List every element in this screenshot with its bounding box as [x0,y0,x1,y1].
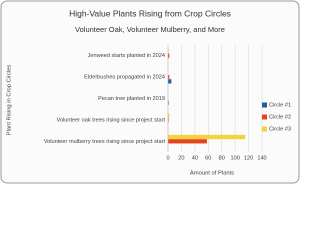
legend-label: Circle #1 [269,102,291,108]
page: {"chart_data": { "type": "hbar", "title"… [0,0,300,184]
x-axis-title: Amount of Plants [190,171,234,177]
x-tick-label: 40 [192,155,198,161]
bar [168,79,172,84]
x-tick-label: 100 [230,155,239,161]
legend-swatch [262,114,267,120]
bar [168,74,170,80]
legend-label: Circle #2 [269,114,291,120]
bar [168,134,246,140]
bar [168,100,169,105]
x-tick-label: 60 [205,155,211,161]
chart: High-Value Plants Rising from Crop Circl… [0,0,300,184]
legend-label: Circle #3 [269,126,291,132]
bar [168,117,169,123]
y-axis-title: Plant Rising in Crop Circles [7,65,13,136]
x-tick-label: 140 [257,155,266,161]
y-tick-label: Elderbushes propagated in 2024 [84,75,165,81]
y-tick-label: Volunteer mulberry trees rising since pr… [44,139,166,145]
bar [168,53,170,58]
y-tick-label: Volunteer oak trees rising since project… [56,117,165,123]
bar [168,49,169,54]
x-tick-label: 80 [219,155,225,161]
chart-subtitle: Volunteer Oak, Volunteer Mulberry, and M… [75,25,225,34]
legend-swatch [262,126,267,132]
chart-title: High-Value Plants Rising from Crop Circl… [69,8,231,18]
bar [168,113,170,118]
bar [168,139,207,144]
x-tick-label: 0 [166,155,169,161]
y-tick-label: Jenweed starts planted in 2024 [88,53,165,59]
x-tick-label: 120 [244,155,253,161]
x-tick-label: 20 [178,155,184,161]
legend-swatch [262,102,267,108]
y-tick-label: Pecan tree planted in 2019 [98,96,165,102]
